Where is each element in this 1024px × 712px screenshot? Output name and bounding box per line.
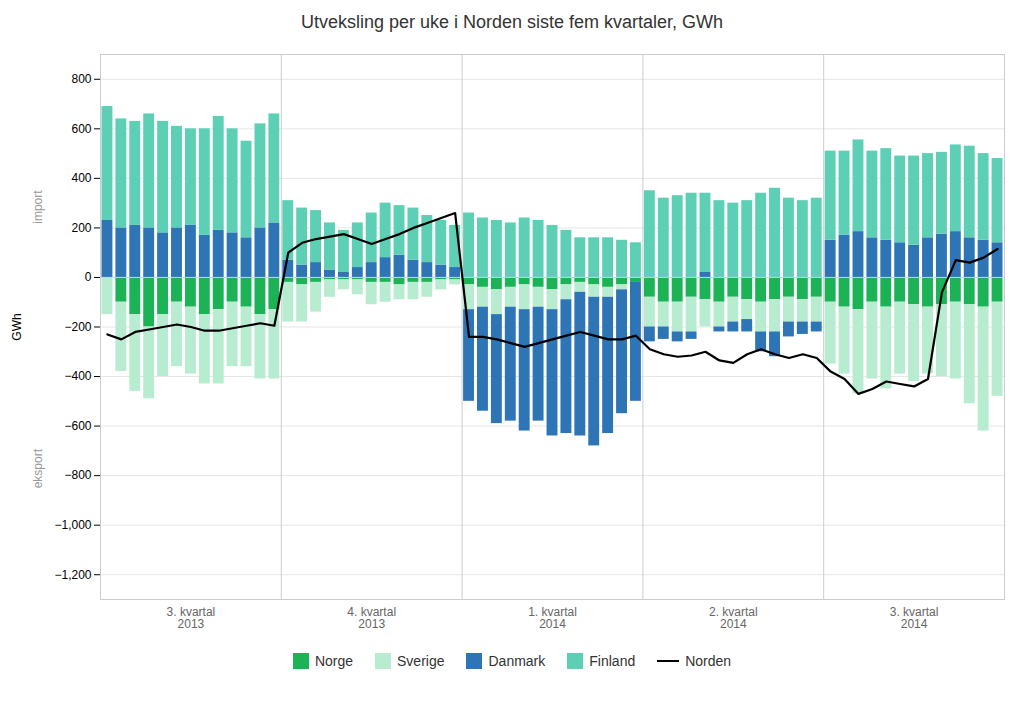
svg-text:600: 600 <box>71 122 91 136</box>
svg-text:3. kvartal2014: 3. kvartal2014 <box>890 605 939 631</box>
html-text:Danmark: Danmark <box>488 653 546 669</box>
svg-text:1. kvartal2014: 1. kvartal2014 <box>528 605 577 631</box>
svg-text:200: 200 <box>71 221 91 235</box>
svg-text:−800: −800 <box>64 468 91 482</box>
svg-text:400: 400 <box>71 171 91 185</box>
svg-text:−1,200: −1,200 <box>54 568 91 582</box>
html-text:Utveksling per uke i Norden si: Utveksling per uke i Norden siste fem kv… <box>300 12 724 32</box>
html-text:Sverige: Sverige <box>397 653 445 669</box>
html-text:Norge: Norge <box>314 653 353 669</box>
html-text:Norden: Norden <box>685 653 732 669</box>
html-text:Finland: Finland <box>589 653 636 669</box>
svg-text:4. kvartal2013: 4. kvartal2013 <box>347 605 396 631</box>
svg-text:GWh: GWh <box>10 313 24 340</box>
svg-text:0: 0 <box>85 270 92 284</box>
svg-text:2. kvartal2014: 2. kvartal2014 <box>709 605 758 631</box>
svg-text:−200: −200 <box>64 320 91 334</box>
svg-text:eksport: eksport <box>31 448 45 488</box>
svg-text:800: 800 <box>71 72 91 86</box>
svg-text:import: import <box>31 190 45 224</box>
svg-text:3. kvartal2013: 3. kvartal2013 <box>167 605 216 631</box>
svg-text:−400: −400 <box>64 369 91 383</box>
svg-text:−600: −600 <box>64 419 91 433</box>
svg-text:−1,000: −1,000 <box>54 518 91 532</box>
